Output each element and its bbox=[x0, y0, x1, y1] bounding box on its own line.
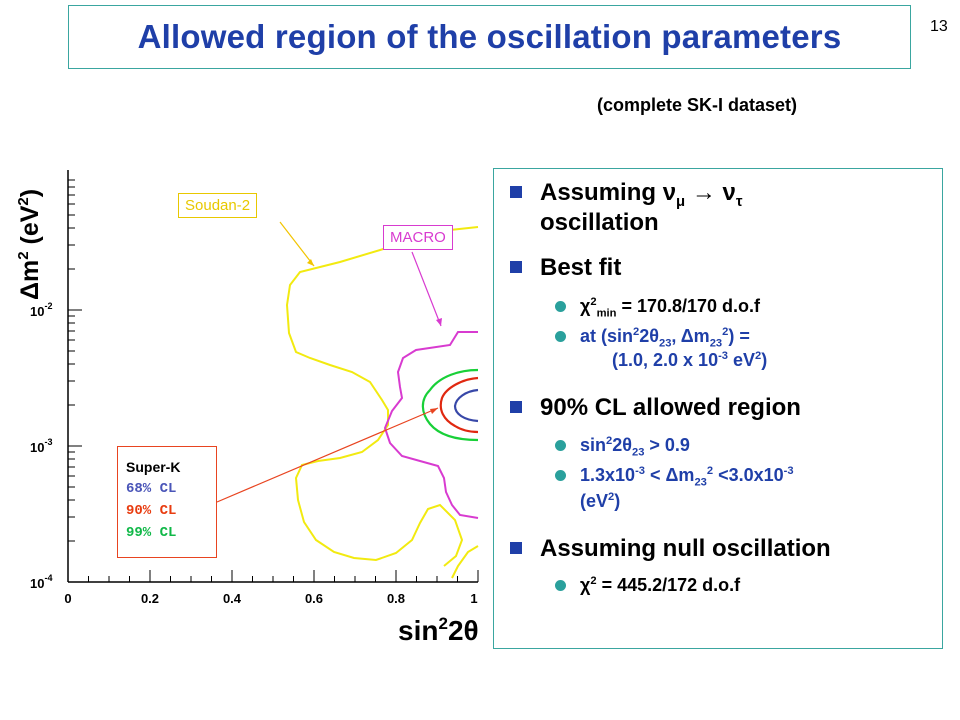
sub-dm-range: 1.3x10-3 < Δm232 <3.0x10-3 bbox=[555, 465, 794, 489]
sub-dm-range-line2: (eV2) bbox=[580, 491, 621, 511]
legend-header: Super-K bbox=[126, 459, 181, 475]
y-axis-title: Δm2 (eV2) bbox=[15, 189, 44, 300]
bullet-assuming: Assuming νμ → ντ bbox=[510, 179, 743, 210]
dot-bullet-icon bbox=[555, 301, 566, 312]
legend-item-68: 68% CL bbox=[126, 481, 177, 497]
slide-number: 13 bbox=[930, 18, 948, 35]
oscillation-contour-plot: 10-2 10-3 10-4 0 0.2 0.4 0.6 0.8 1 sin22… bbox=[15, 170, 479, 646]
x-axis-title: sin22θ bbox=[398, 614, 479, 646]
cl90-contour bbox=[439, 376, 479, 434]
square-bullet-icon bbox=[510, 186, 522, 198]
x-tick-label: 0.4 bbox=[223, 591, 242, 606]
macro-label: MACRO bbox=[383, 225, 453, 250]
bullet-assuming-line2: oscillation bbox=[540, 209, 659, 236]
cl68-contour bbox=[453, 388, 479, 423]
y-axis-ticks bbox=[68, 179, 82, 583]
sub-null-chi: χ2 = 445.2/172 d.o.f bbox=[555, 575, 740, 596]
sub-best-fit-point: at (sin22θ23, Δm232) = bbox=[555, 326, 750, 350]
dot-bullet-icon bbox=[555, 440, 566, 451]
macro-contour bbox=[383, 331, 479, 519]
square-bullet-icon bbox=[510, 401, 522, 413]
title-box: Allowed region of the oscillation parame… bbox=[68, 5, 911, 69]
summary-panel: Assuming νμ → ντ oscillation Best fit χ2… bbox=[493, 168, 943, 649]
sub-best-fit-point-line2: (1.0, 2.0 x 10-3 eV2) bbox=[612, 350, 768, 370]
x-tick-label: 1 bbox=[470, 591, 477, 606]
soudan2-contour-lower bbox=[451, 545, 479, 579]
sub-chi-min: χ2min = 170.8/170 d.o.f bbox=[555, 296, 760, 320]
y-tick-label: 10-3 bbox=[30, 437, 52, 455]
legend-pointer bbox=[216, 407, 439, 503]
x-tick-label: 0 bbox=[64, 591, 71, 606]
soudan2-contour bbox=[285, 226, 479, 567]
legend-item-90: 90% CL bbox=[126, 503, 177, 519]
y-tick-label: 10-2 bbox=[30, 301, 52, 319]
slide-title: Allowed region of the oscillation parame… bbox=[137, 18, 842, 55]
bullet-90cl-region: 90% CL allowed region bbox=[510, 394, 801, 422]
bullet-best-fit: Best fit bbox=[510, 254, 621, 282]
y-tick-label: 10-4 bbox=[30, 573, 52, 591]
x-tick-label: 0.8 bbox=[387, 591, 405, 606]
x-tick-label: 0.2 bbox=[141, 591, 159, 606]
sub-sin-limit: sin22θ23 > 0.9 bbox=[555, 435, 690, 459]
dot-bullet-icon bbox=[555, 331, 566, 342]
bullet-null-oscillation: Assuming null oscillation bbox=[510, 535, 831, 563]
slide-subtitle: (complete SK-I dataset) bbox=[597, 95, 798, 115]
legend-item-99: 99% CL bbox=[126, 525, 177, 541]
soudan-pointer bbox=[279, 221, 315, 267]
x-tick-label: 0.6 bbox=[305, 591, 323, 606]
superk-legend: Super-K 68% CL 90% CL 99% CL bbox=[117, 446, 217, 558]
x-axis-ticks bbox=[67, 570, 479, 582]
square-bullet-icon bbox=[510, 261, 522, 273]
dot-bullet-icon bbox=[555, 470, 566, 481]
cl99-contour bbox=[421, 368, 479, 442]
dot-bullet-icon bbox=[555, 580, 566, 591]
macro-pointer bbox=[411, 251, 442, 327]
soudan2-label: Soudan-2 bbox=[178, 193, 258, 218]
square-bullet-icon bbox=[510, 542, 522, 554]
